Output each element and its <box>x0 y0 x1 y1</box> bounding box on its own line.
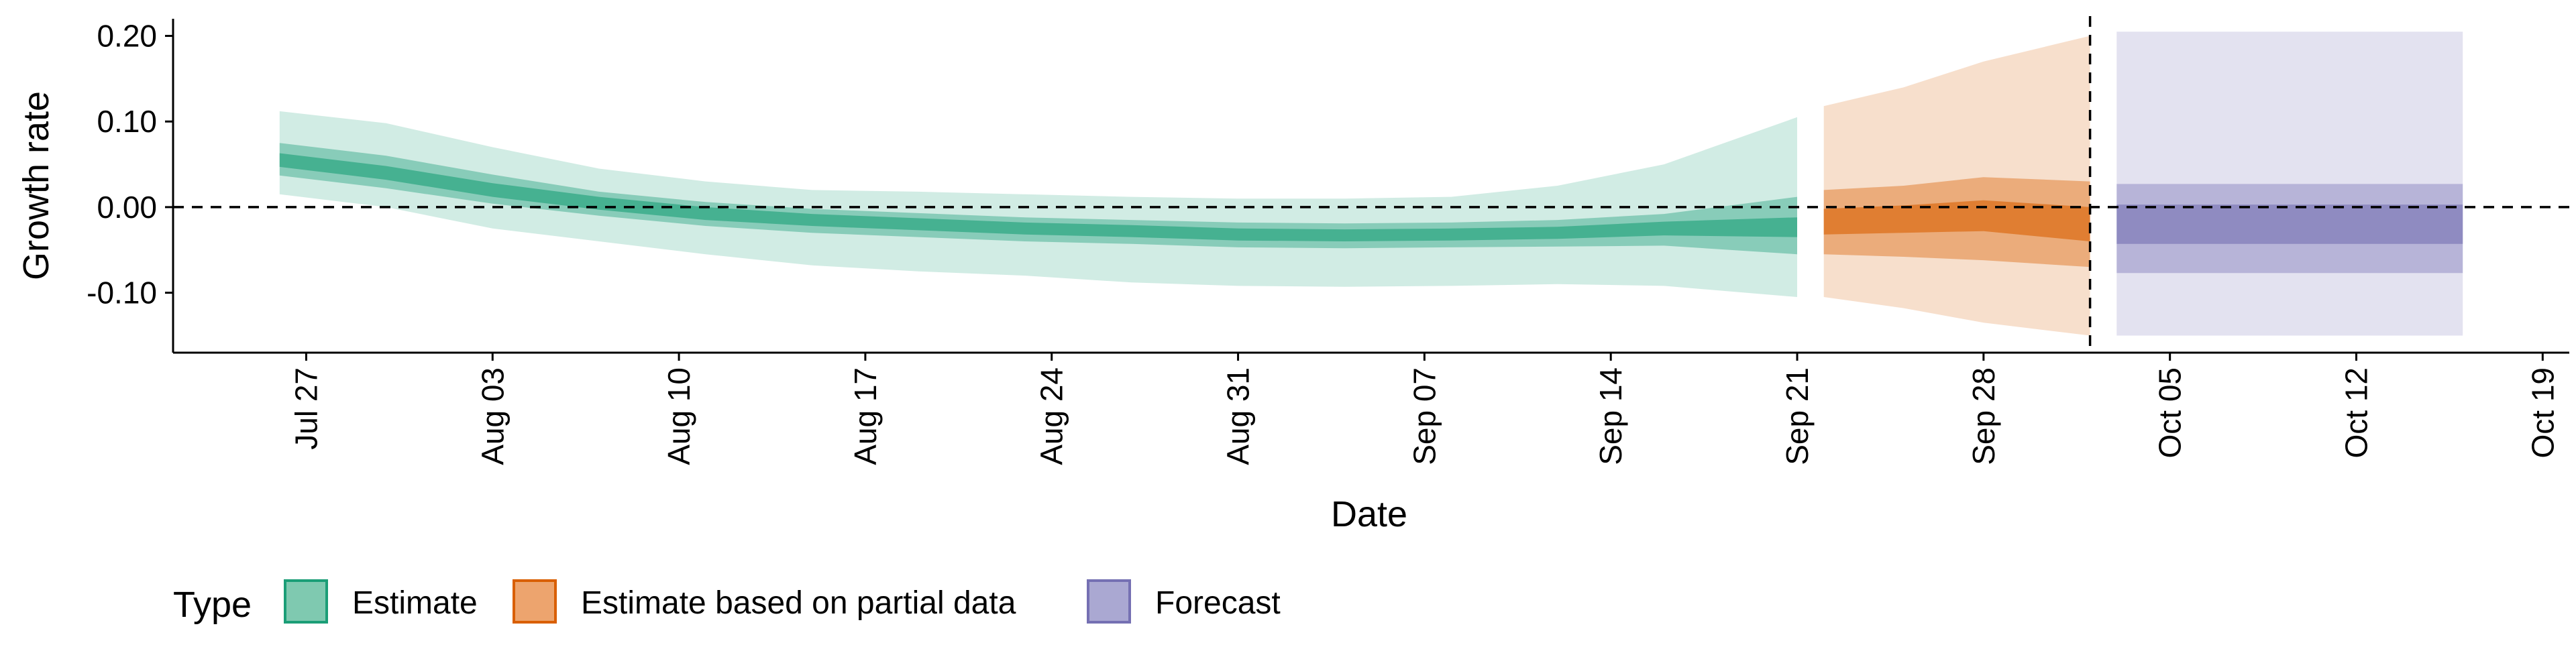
estimate-band-90 <box>279 111 1797 297</box>
bands-layer <box>279 32 2463 336</box>
x-tick-label: Aug 17 <box>848 367 883 465</box>
x-tick-label: Sep 21 <box>1780 367 1815 465</box>
legend-items: Estimate Estimate based on partial data Fo… <box>284 579 1281 624</box>
x-tick-label: Oct 19 <box>2525 367 2560 459</box>
axes: -0.10 0.00 0.10 0.20 Jul 27 Aug 03 Aug 10 Aug … <box>16 19 2569 534</box>
x-tick-label: Aug 31 <box>1221 367 1256 465</box>
y-axis-ticks: -0.10 0.00 0.10 0.20 <box>87 19 173 310</box>
legend-swatch-3 <box>1087 579 1131 624</box>
y-axis-title: Growth rate <box>16 91 56 280</box>
legend-label-1: Estimate <box>352 585 478 621</box>
estimate-band-20 <box>279 153 1797 241</box>
x-tick-label: Jul 27 <box>288 367 323 450</box>
y-tick-label: -0.10 <box>87 276 157 310</box>
y-tick-label: 0.20 <box>97 19 157 54</box>
x-tick-label: Sep 14 <box>1593 367 1628 465</box>
legend-swatch-2 <box>513 579 557 624</box>
x-tick-label: Sep 07 <box>1407 367 1442 465</box>
x-tick-label: Oct 12 <box>2339 367 2374 459</box>
x-tick-label: Aug 10 <box>661 367 696 465</box>
x-axis-ticks: Jul 27 Aug 03 Aug 10 Aug 17 Aug 24 Aug 31 Sep … <box>288 353 2560 465</box>
estimate-based-on-partial-data-band-90 <box>1823 36 2090 336</box>
x-tick-label: Oct 05 <box>2153 367 2188 459</box>
x-tick-label: Aug 24 <box>1034 367 1069 465</box>
y-tick-label: 0.10 <box>97 104 157 139</box>
legend: Type Estimate Estimate based on partial d… <box>173 579 1281 625</box>
x-tick-label: Sep 28 <box>1966 367 2001 465</box>
x-axis-title: Date <box>1331 494 1407 534</box>
legend-title: Type <box>173 585 252 625</box>
y-tick-label: 0.00 <box>97 190 157 225</box>
legend-label-2: Estimate based on partial data <box>581 585 1016 621</box>
legend-label-3: Forecast <box>1155 585 1281 621</box>
forecast-band-90 <box>2116 32 2463 336</box>
forecast-band-20 <box>2116 204 2463 244</box>
reference-lines <box>173 16 2569 353</box>
x-tick-label: Aug 03 <box>475 367 510 465</box>
estimate-based-on-partial-data-band-20 <box>1823 200 2090 241</box>
estimate-band-50 <box>279 143 1797 255</box>
legend-swatch-1 <box>284 579 328 624</box>
